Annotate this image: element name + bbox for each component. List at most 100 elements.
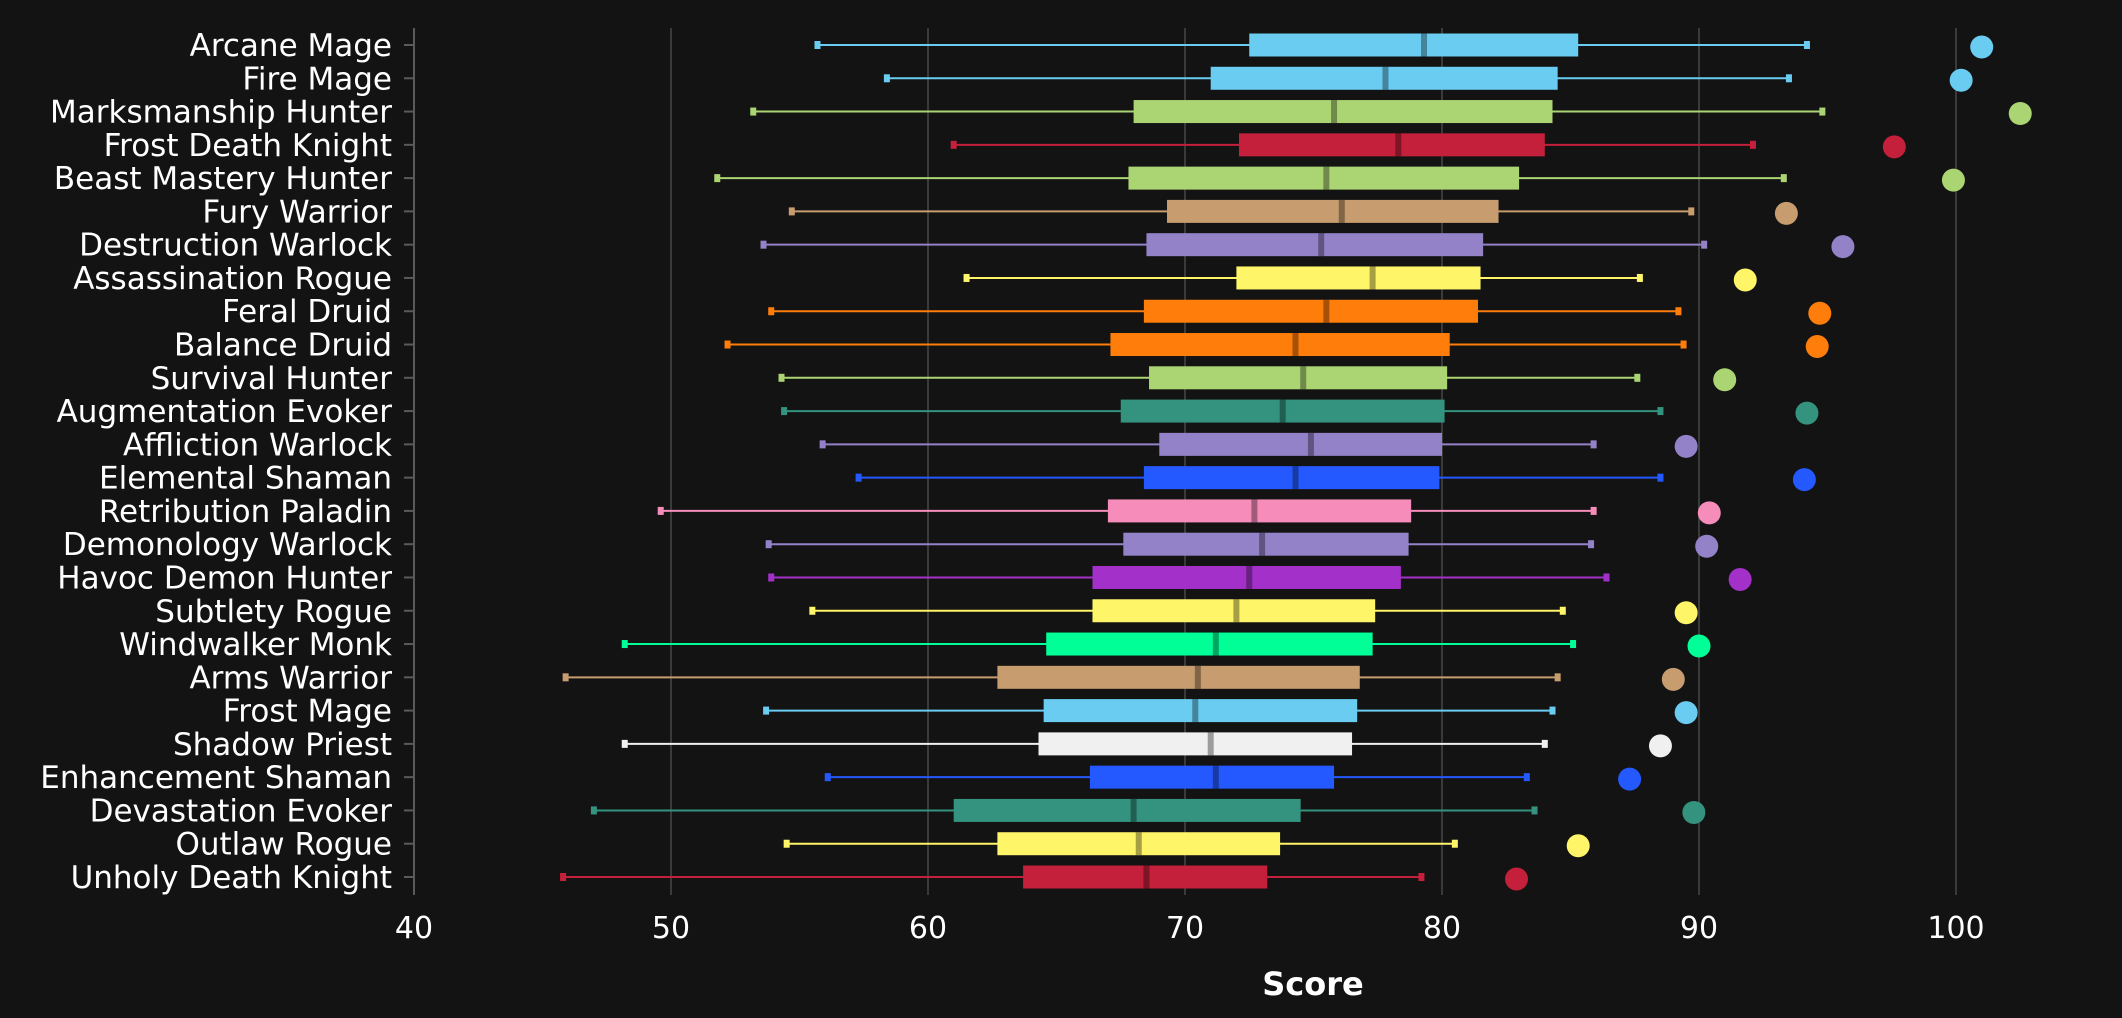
top-dot-affliction-warlock [1674, 434, 1698, 458]
category-label-marksmanship-hunter: Marksmanship Hunter [50, 95, 392, 131]
x-tick-label-50: 50 [652, 911, 690, 946]
category-label-shadow-priest: Shadow Priest [173, 727, 392, 763]
whisker-max [1590, 506, 1597, 515]
iqr-box [1167, 199, 1499, 223]
box-subtlety-rogue [809, 599, 1566, 623]
iqr-box [953, 798, 1301, 822]
iqr-box [1149, 366, 1448, 390]
median-marker [1207, 732, 1214, 756]
median-marker [1194, 665, 1201, 689]
category-label-subtlety-rogue: Subtlety Rogue [155, 594, 392, 630]
whisker-max [1559, 606, 1566, 615]
whisker-max [1541, 739, 1548, 748]
iqr-box [1110, 333, 1450, 357]
box-shadow-priest [621, 732, 1548, 756]
whisker-min [778, 373, 785, 382]
median-marker [1251, 499, 1258, 523]
category-label-enhancement-shaman: Enhancement Shaman [40, 760, 392, 796]
top-dot-beast-mastery-hunter [1941, 168, 1965, 192]
whisker-min [760, 240, 767, 249]
top-dot-havoc-demon-hunter [1728, 567, 1752, 591]
median-marker [1130, 798, 1137, 822]
median-marker [1323, 299, 1330, 323]
category-label-demonology-warlock: Demonology Warlock [63, 527, 392, 563]
box-fire-mage [883, 66, 1792, 90]
median-marker [1307, 432, 1314, 456]
box-elemental-shaman [855, 466, 1664, 490]
box-fury-warrior [788, 199, 1695, 223]
iqr-box [1143, 299, 1478, 323]
category-label-assassination-rogue: Assassination Rogue [73, 261, 392, 297]
whisker-min [562, 673, 569, 682]
box-frost-death-knight [950, 133, 1756, 157]
whisker-min [657, 506, 664, 515]
iqr-box [1159, 432, 1442, 456]
box-havoc-demon-hunter [768, 565, 1610, 589]
top-dot-retribution-paladin [1697, 501, 1721, 525]
whisker-max [1554, 673, 1561, 682]
whisker-min [788, 207, 795, 216]
median-marker [1233, 599, 1240, 623]
median-marker [1382, 66, 1389, 90]
iqr-box [1046, 632, 1373, 656]
whisker-min [819, 440, 826, 449]
category-label-frost-death-knight: Frost Death Knight [104, 128, 392, 164]
box-frost-mage [763, 699, 1556, 723]
iqr-box [1143, 466, 1440, 490]
box-balance-druid [724, 333, 1687, 357]
iqr-box [1120, 399, 1445, 423]
whisker-min [855, 473, 862, 482]
category-label-outlaw-rogue: Outlaw Rogue [175, 827, 392, 863]
x-tick-label-70: 70 [1166, 911, 1204, 946]
category-label-retribution-paladin: Retribution Paladin [99, 494, 392, 530]
whisker-max [1531, 806, 1538, 815]
median-marker [1395, 133, 1402, 157]
top-dot-unholy-death-knight [1505, 867, 1529, 891]
whisker-max [1749, 140, 1756, 149]
iqr-box [1210, 66, 1558, 90]
whisker-max [1418, 873, 1425, 881]
whisker-min [763, 706, 770, 715]
box-beast-mastery-hunter [714, 166, 1787, 190]
category-label-arms-warrior: Arms Warrior [189, 660, 392, 696]
whisker-max [1603, 573, 1610, 582]
median-marker [1143, 865, 1150, 889]
iqr-box [997, 665, 1360, 689]
x-axis-title: Score [1262, 965, 1363, 1003]
iqr-box [1092, 565, 1401, 589]
median-marker [1421, 33, 1428, 57]
median-marker [1318, 233, 1325, 257]
box-windwalker-monk [621, 632, 1577, 656]
whisker-min [724, 340, 731, 349]
x-tick-label-80: 80 [1423, 911, 1461, 946]
top-dot-fury-warrior [1774, 201, 1798, 225]
iqr-box [1123, 532, 1409, 556]
median-marker [1338, 199, 1345, 223]
iqr-box [1238, 133, 1545, 157]
median-marker [1135, 832, 1142, 856]
whisker-max [1549, 706, 1556, 715]
median-marker [1292, 466, 1299, 490]
iqr-box [1043, 699, 1358, 723]
vertical-gridlines [670, 28, 1957, 895]
whisker-max [1634, 373, 1641, 382]
box-arms-warrior [562, 665, 1561, 689]
whisker-max [1785, 74, 1792, 83]
top-dot-survival-hunter [1713, 368, 1737, 392]
box-devastation-evoker [590, 798, 1538, 822]
whisker-max [1636, 273, 1643, 282]
category-label-affliction-warlock: Affliction Warlock [123, 427, 392, 463]
x-tick-label-60: 60 [909, 911, 947, 946]
top-dot-fire-mage [1949, 68, 1973, 92]
whisker-max [1680, 340, 1687, 349]
box-marksmanship-hunter [750, 100, 1826, 124]
category-label-beast-mastery-hunter: Beast Mastery Hunter [54, 161, 392, 197]
median-marker [1212, 632, 1219, 656]
top-dot-shadow-priest [1648, 734, 1672, 758]
iqr-box [1128, 166, 1520, 190]
iqr-box [1089, 765, 1335, 789]
box-survival-hunter [778, 366, 1641, 390]
whisker-max [1701, 240, 1708, 249]
category-label-feral-druid: Feral Druid [222, 294, 392, 330]
top-dot-demonology-warlock [1695, 534, 1719, 558]
